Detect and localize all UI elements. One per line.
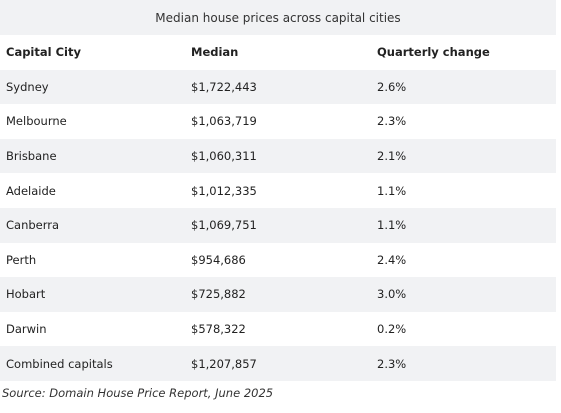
- cell-capital-city: Canberra: [0, 207, 185, 243]
- header-median: Median: [185, 35, 371, 70]
- table-row: Brisbane $1,060,311 2.1%: [0, 138, 556, 174]
- cell-quarterly-change: 2.3%: [371, 346, 556, 381]
- table-row: Hobart $725,882 3.0%: [0, 277, 556, 312]
- table-header-row: Capital City Median Quarterly change: [0, 35, 556, 70]
- cell-capital-city: Perth: [0, 242, 185, 278]
- table-row: Canberra $1,069,751 1.1%: [0, 207, 556, 243]
- cell-quarterly-change: 1.1%: [371, 207, 556, 243]
- cell-quarterly-change: 0.2%: [371, 311, 556, 347]
- table-row: Adelaide $1,012,335 1.1%: [0, 173, 556, 208]
- cell-quarterly-change: 2.4%: [371, 242, 556, 278]
- cell-capital-city: Darwin: [0, 311, 185, 347]
- header-quarterly-change: Quarterly change: [371, 35, 556, 70]
- price-table: Capital City Median Quarterly change Syd…: [0, 35, 556, 381]
- table-row: Combined capitals $1,207,857 2.3%: [0, 346, 556, 381]
- cell-quarterly-change: 3.0%: [371, 277, 556, 312]
- table-row: Perth $954,686 2.4%: [0, 242, 556, 278]
- table-row: Darwin $578,322 0.2%: [0, 311, 556, 347]
- cell-median: $1,063,719: [185, 104, 371, 139]
- table-body: Sydney $1,722,443 2.6% Melbourne $1,063,719 2…: [0, 69, 556, 381]
- cell-quarterly-change: 2.6%: [371, 69, 556, 105]
- price-table-container: Median house prices across capital citie…: [0, 0, 556, 381]
- cell-median: $1,012,335: [185, 173, 371, 208]
- cell-capital-city: Combined capitals: [0, 346, 185, 381]
- cell-median: $1,207,857: [185, 346, 371, 381]
- table-caption: Median house prices across capital citie…: [0, 0, 556, 35]
- cell-quarterly-change: 1.1%: [371, 173, 556, 208]
- table-row: Sydney $1,722,443 2.6%: [0, 69, 556, 105]
- cell-median: $1,060,311: [185, 138, 371, 174]
- cell-median: $725,882: [185, 277, 371, 312]
- cell-median: $578,322: [185, 311, 371, 347]
- cell-quarterly-change: 2.3%: [371, 104, 556, 139]
- source-note: Source: Domain House Price Report, June …: [2, 386, 274, 400]
- cell-capital-city: Hobart: [0, 277, 185, 312]
- cell-median: $954,686: [185, 242, 371, 278]
- header-capital-city: Capital City: [0, 35, 185, 70]
- cell-median: $1,722,443: [185, 69, 371, 105]
- cell-quarterly-change: 2.1%: [371, 138, 556, 174]
- table-row: Melbourne $1,063,719 2.3%: [0, 104, 556, 139]
- cell-capital-city: Sydney: [0, 69, 185, 105]
- cell-capital-city: Adelaide: [0, 173, 185, 208]
- cell-capital-city: Melbourne: [0, 104, 185, 139]
- cell-capital-city: Brisbane: [0, 138, 185, 174]
- cell-median: $1,069,751: [185, 207, 371, 243]
